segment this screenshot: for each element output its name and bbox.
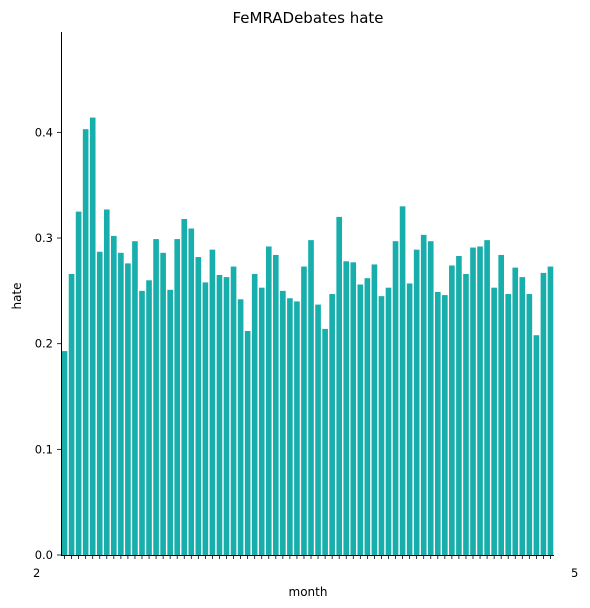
bar-48 [392,241,399,555]
bar-38 [322,328,328,555]
bar-6 [96,251,103,555]
bar-70 [547,266,554,555]
bar-17 [174,239,181,555]
bar-18 [181,219,188,555]
bar-28 [251,273,258,555]
x-axis-ticks [64,555,551,559]
bar-67 [526,294,533,555]
bar-19 [188,228,195,555]
bar-62 [491,287,497,555]
bar-26 [237,299,244,555]
bar-59 [470,247,476,556]
bar-57 [456,255,462,556]
bar-64 [505,294,512,555]
x-axis-label: month [289,585,328,599]
bar-36 [308,240,314,555]
bar-1 [61,351,68,555]
bar-52 [420,234,427,556]
bar-39 [329,294,335,555]
bar-9 [118,252,124,555]
bar-43 [357,284,364,555]
bar-16 [167,289,173,555]
chart-title: FeMRADebates hate [232,9,383,27]
bar-11 [132,241,138,555]
bar-13 [146,280,152,555]
bar-68 [533,335,540,555]
bar-2 [68,273,75,555]
bar-46 [378,296,385,555]
bar-42 [350,262,357,555]
y-axis-ticks: 0.0 0.1 0.2 0.3 0.4 [35,125,61,562]
bar-51 [413,249,420,555]
bar-25 [230,266,237,555]
bar-41 [343,261,350,555]
bar-30 [265,246,272,556]
bar-10 [125,263,131,555]
bar-20 [195,257,202,555]
bar-22 [209,249,216,555]
x-tick-label-first: 2 [33,566,40,580]
bar-69 [540,272,547,555]
bar-55 [442,295,448,555]
bar-50 [406,283,413,555]
y-tick-label-1: 0.1 [35,442,53,456]
bar-23 [216,275,223,555]
bar-60 [477,246,483,556]
y-axis-label: hate [10,282,24,309]
bar-33 [287,298,293,555]
bar-34 [294,301,300,555]
bar-40 [336,216,343,555]
bar-7 [103,209,110,555]
x-tick-label-last: 5 [571,566,578,580]
bar-65 [512,267,519,555]
bar-32 [280,290,286,555]
y-tick-label-2: 0.2 [35,337,53,351]
bar-61 [484,240,490,555]
bar-47 [385,287,392,555]
bar-53 [427,241,434,555]
bar-49 [399,206,406,555]
bar-24 [223,277,230,555]
bar-5 [89,117,96,555]
bar-54 [434,291,441,555]
bar-21 [202,282,209,555]
bar-4 [82,129,89,555]
bar-15 [160,252,166,555]
bar-44 [364,278,371,555]
bar-27 [244,331,251,555]
bar-29 [258,287,265,555]
bar-31 [272,254,279,555]
bars-group [61,117,554,556]
bar-3 [75,211,82,555]
y-tick-label-0: 0.0 [35,548,53,562]
bar-8 [111,235,117,556]
bar-63 [498,254,504,555]
bar-12 [139,290,145,555]
bar-37 [315,304,321,555]
bar-56 [449,265,455,555]
bar-45 [371,264,378,555]
y-tick-label-4: 0.4 [35,125,53,139]
bar-35 [301,266,307,555]
bar-58 [463,273,469,555]
y-tick-label-3: 0.3 [35,231,53,245]
bar-14 [153,239,159,555]
bar-66 [519,277,526,555]
